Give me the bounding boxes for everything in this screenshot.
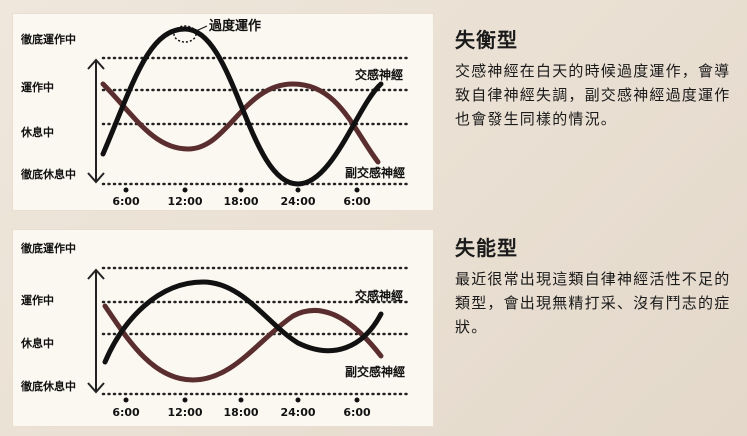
description-title: 失衡型 xyxy=(455,28,518,52)
time-dot xyxy=(123,397,129,403)
description-imbalance: 失衡型 交感神經在白天的時候過度運作，會導致自律神經失調，副交感神經過度運作也會… xyxy=(455,24,735,131)
description-body: 交感神經在白天的時候過度運作，會導致自律神經失調，副交感神經過度運作也會發生同樣… xyxy=(455,62,731,128)
dysfunction-chart: 徹底運作中 運作中 休息中 徹底休息中 交感神經 副交感神經 6:00 12:0… xyxy=(20,241,409,419)
time-dot xyxy=(295,187,301,193)
description-title: 失能型 xyxy=(455,236,518,260)
time-dot xyxy=(238,397,244,403)
callout-highlight xyxy=(173,25,197,43)
imbalance-chart: 徹底運作中 運作中 休息中 徹底休息中 過度運作 交感神經 副交感神經 6:00… xyxy=(20,18,409,208)
level-label-work: 運作中 xyxy=(21,293,54,307)
time-dot xyxy=(354,397,360,403)
time-label: 18:00 xyxy=(223,195,258,208)
level-label-work: 運作中 xyxy=(21,80,54,94)
time-label: 18:00 xyxy=(223,406,258,419)
time-dot xyxy=(295,397,301,403)
time-dot xyxy=(238,187,244,193)
time-label: 6:00 xyxy=(343,406,371,419)
level-label-deep-rest: 徹底休息中 xyxy=(20,379,76,393)
callout-connector xyxy=(195,25,208,32)
time-label: 24:00 xyxy=(280,406,315,419)
time-label: 12:00 xyxy=(167,406,202,419)
parasympathetic-label: 副交感神經 xyxy=(345,364,405,379)
level-label-deep-rest: 徹底休息中 xyxy=(20,167,76,181)
description-dysfunction: 失能型 最近很常出現這類自律神經活性不足的類型，會出現無精打采、沒有鬥志的症狀。 xyxy=(455,232,735,339)
parasympathetic-curve xyxy=(100,81,381,165)
chart-panel-dysfunction: 徹底運作中 運作中 休息中 徹底休息中 交感神經 副交感神經 6:00 12:0… xyxy=(12,229,434,427)
level-label-heavy-work: 徹底運作中 xyxy=(20,241,76,255)
time-label: 6:00 xyxy=(112,195,140,208)
time-dot xyxy=(182,397,188,403)
level-label-heavy-work: 徹底運作中 xyxy=(20,32,76,46)
sympathetic-curve xyxy=(102,279,384,365)
time-dot xyxy=(123,187,129,193)
time-dot xyxy=(182,187,188,193)
time-label: 12:00 xyxy=(167,195,202,208)
level-label-rest: 休息中 xyxy=(20,336,54,350)
level-label-rest: 休息中 xyxy=(20,125,54,139)
time-dot xyxy=(354,187,360,193)
parasympathetic-curve xyxy=(102,303,384,383)
intensity-arrow xyxy=(87,58,105,184)
sympathetic-curve xyxy=(100,26,384,187)
sympathetic-label: 交感神經 xyxy=(355,288,403,303)
intensity-arrow xyxy=(87,268,105,394)
sympathetic-label: 交感神經 xyxy=(355,67,403,82)
time-label: 6:00 xyxy=(343,195,371,208)
parasympathetic-label: 副交感神經 xyxy=(345,165,405,180)
time-label: 24:00 xyxy=(280,195,315,208)
description-body: 最近很常出現這類自律神經活性不足的類型，會出現無精打采、沒有鬥志的症狀。 xyxy=(455,270,731,336)
time-label: 6:00 xyxy=(112,406,140,419)
callout-label: 過度運作 xyxy=(208,18,261,34)
chart-panel-imbalance: 徹底運作中 運作中 休息中 徹底休息中 過度運作 交感神經 副交感神經 6:00… xyxy=(12,13,434,211)
